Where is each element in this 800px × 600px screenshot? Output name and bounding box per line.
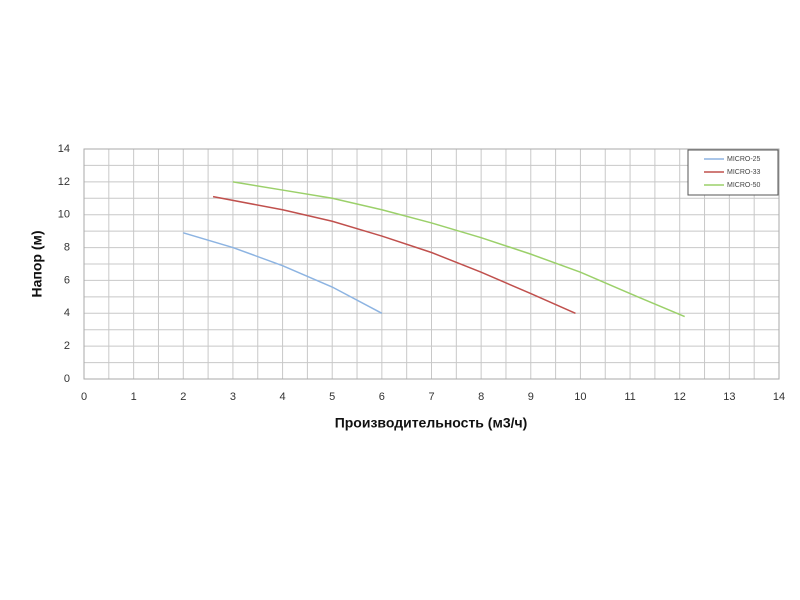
series-line bbox=[212, 195, 576, 314]
x-tick-label: 9 bbox=[528, 391, 534, 403]
y-tick-label: 2 bbox=[64, 340, 70, 352]
x-tick-label: 4 bbox=[280, 391, 286, 403]
x-tick-label: 7 bbox=[428, 391, 434, 403]
x-tick-label: 10 bbox=[574, 391, 586, 403]
x-tick-label: 13 bbox=[723, 391, 735, 403]
x-tick-label: 8 bbox=[478, 391, 484, 403]
y-tick-label: 8 bbox=[64, 241, 70, 253]
y-tick-label: 4 bbox=[64, 307, 70, 319]
x-axis-title: Производительность (м3/ч) bbox=[335, 415, 528, 431]
legend-box bbox=[687, 149, 779, 196]
y-tick-label: 0 bbox=[64, 373, 70, 385]
x-tick-label: 6 bbox=[379, 391, 385, 403]
y-tick-label: 6 bbox=[64, 274, 70, 286]
series-line bbox=[183, 232, 383, 314]
x-tick-label: 2 bbox=[180, 391, 186, 403]
x-tick-label: 14 bbox=[773, 391, 785, 403]
x-tick-label: 3 bbox=[230, 391, 236, 403]
y-tick-label: 14 bbox=[58, 143, 70, 155]
x-tick-label: 1 bbox=[131, 391, 137, 403]
series-line bbox=[232, 181, 685, 318]
x-tick-label: 12 bbox=[674, 391, 686, 403]
y-tick-label: 12 bbox=[58, 176, 70, 188]
legend: MICRO-25 MICRO-33 MICRO-50 bbox=[687, 149, 779, 196]
y-tick-label: 10 bbox=[58, 209, 70, 221]
legend-label: MICRO-50 bbox=[727, 182, 761, 189]
legend-label: MICRO-33 bbox=[727, 169, 761, 176]
x-tick-label: 11 bbox=[624, 391, 635, 403]
x-tick-label: 5 bbox=[329, 391, 335, 403]
y-axis-title: Напор (м) bbox=[29, 230, 45, 297]
x-tick-label: 0 bbox=[81, 391, 87, 403]
plot-border bbox=[83, 148, 780, 380]
legend-label: MICRO-25 bbox=[727, 156, 761, 163]
